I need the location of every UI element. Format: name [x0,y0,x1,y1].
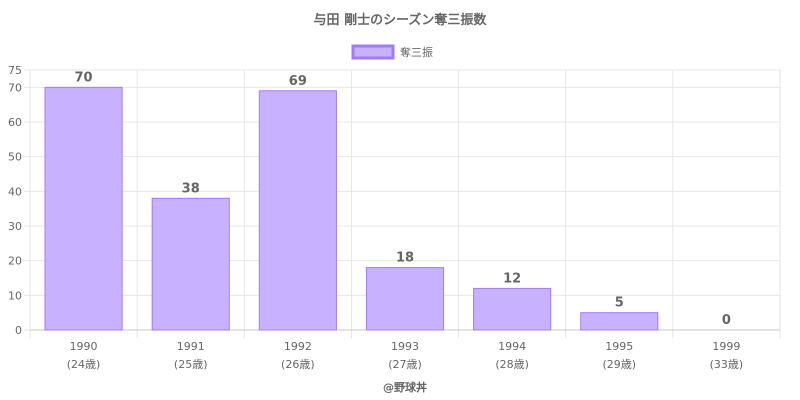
bar[interactable] [258,90,337,331]
x-tick-sublabel: (25歳) [174,358,208,371]
y-tick-label: 0 [15,324,22,337]
x-tick-label: 1990 [70,340,98,353]
x-tick-label: 1999 [712,340,740,353]
data-label: 70 [75,70,93,85]
data-label: 18 [396,251,414,266]
x-tick-label: 1991 [177,340,205,353]
bars: 70 38 69 18 12 5 0 [44,70,731,331]
bar[interactable] [365,267,445,331]
data-label: 12 [503,271,521,286]
y-tick-label: 75 [8,64,22,77]
y-tick-label: 30 [8,220,22,233]
data-label: 0 [722,313,731,328]
bar[interactable] [473,287,552,331]
legend[interactable]: 奪三振 [351,44,433,60]
x-tick-label: 1992 [284,340,312,353]
y-tick-label: 50 [8,151,22,164]
x-tick-sublabel: (27歳) [388,358,422,371]
x-axis: 1990 (24歳) 1991 (25歳) 1992 (26歳) 1993 (27歳) 1994… [67,340,743,371]
x-tick-sublabel: (29歳) [602,358,636,371]
y-tick-label: 20 [8,255,22,268]
legend-swatch [351,44,395,60]
y-tick-label: 60 [8,116,22,129]
y-tick-label: 70 [8,81,22,94]
x-tick-label: 1995 [605,340,633,353]
bar[interactable] [44,86,123,331]
legend-label: 奪三振 [400,45,433,59]
chart-title: 与田 剛士のシーズン奪三振数 [314,12,488,28]
x-tick-sublabel: (26歳) [281,358,315,371]
x-tick-sublabel: (24歳) [67,358,101,371]
x-tick-label: 1993 [391,340,419,353]
data-label: 5 [615,296,624,311]
x-tick-label: 1994 [498,340,526,353]
data-label: 69 [289,74,307,89]
y-tick-label: 10 [8,289,22,302]
bar[interactable] [151,197,230,331]
bar[interactable] [580,312,659,331]
x-tick-sublabel: (33歳) [710,358,744,371]
data-label: 38 [182,181,200,196]
y-tick-label: 40 [8,185,22,198]
y-axis: 0 10 20 30 40 50 60 70 75 [8,64,22,337]
source-credit: @野球丼 [383,380,427,394]
x-tick-sublabel: (28歳) [495,358,529,371]
